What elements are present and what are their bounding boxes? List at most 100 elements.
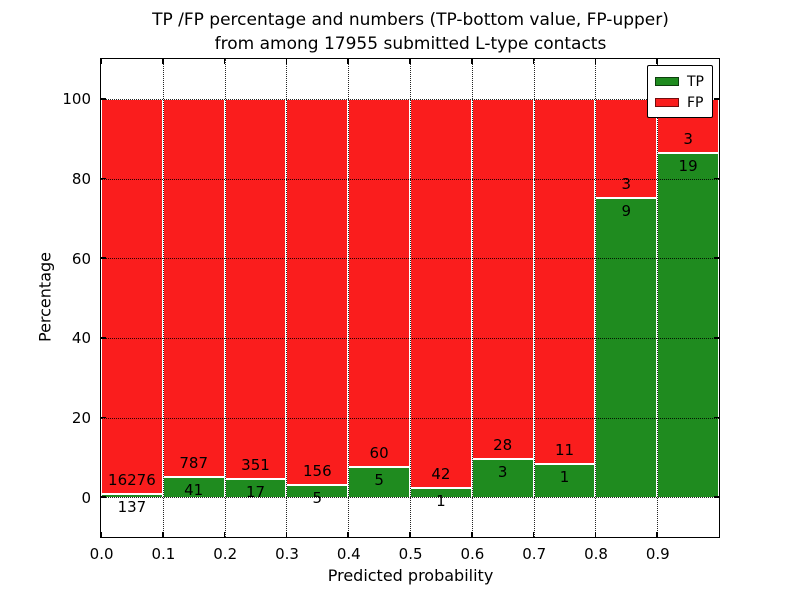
x-tick-label: 0.8 [584,545,608,564]
fp-bar-segment [101,98,163,494]
fp-bar-segment [286,98,349,485]
chart-title: TP /FP percentage and numbers (TP-bottom… [100,8,721,56]
tp-count-label: 5 [374,470,384,489]
y-tick-left [101,177,106,180]
fp-bar-segment [471,98,534,459]
tp-count-label: 9 [621,202,632,221]
x-tick-bottom [409,532,411,537]
tp-color-swatch [655,77,679,86]
tp-bar-segment [533,463,596,498]
y-tick-label: 80 [71,170,91,189]
x-tick-top [471,59,473,64]
y-tick-left [101,496,106,498]
y-tick-right [714,257,719,259]
tp-count-label: 19 [678,157,698,176]
tp-count-label: 17 [245,482,266,501]
x-tick-bottom [471,532,473,537]
x-tick-bottom [100,532,102,537]
x-gridline [595,59,597,537]
x-axis-label: Predicted probability [327,566,494,585]
x-tick-top [532,59,535,64]
y-tick-right [714,98,719,100]
fp-bar-segment [595,98,658,199]
tp-count-label: 1 [436,491,446,510]
x-tick-top [347,59,349,64]
x-gridline [471,59,473,537]
x-gridline [286,59,288,537]
fp-count-label: 60 [369,443,389,462]
fp-bar-segment [533,98,596,464]
y-tick-label: 60 [71,249,91,268]
legend-entry-tp: TP [655,71,705,92]
x-gridline [224,59,226,537]
y-tick-label: 0 [81,488,91,507]
x-tick-top [223,59,226,64]
x-gridline [162,59,164,537]
x-tick-top [656,59,658,64]
fp-bar-segment [162,98,225,478]
fp-bar-segment [224,98,287,479]
tp-count-label: 137 [117,497,147,516]
legend-entry-fp: FP [655,92,705,113]
legend: TP FP [647,65,713,118]
fp-count-label: 156 [302,461,332,480]
x-tick-bottom [594,532,597,537]
x-tick-bottom [162,532,164,537]
y-tick-label: 100 [62,90,91,109]
x-tick-bottom [285,532,288,537]
fp-count-label: 42 [431,464,451,483]
tp-bar-segment [595,198,658,498]
fp-bar-segment [410,98,472,488]
chart-title-line1: TP /FP percentage and numbers (TP-bottom… [152,10,669,30]
x-gridline [533,59,535,537]
tp-bar-segment [471,458,534,498]
x-tick-label: 0.9 [645,545,670,564]
x-gridline [657,59,659,537]
y-tick-label: 20 [71,409,91,428]
x-tick-label: 0.1 [151,545,176,564]
plot-area: 16276 137 787 41 351 17 156 5 60 5 42 1 28 3 11 1 3 9 3 19 … [100,58,720,538]
y-tick-right [714,337,719,339]
x-gridline [410,59,411,537]
tp-count-label: 5 [312,488,323,507]
fp-count-label: 11 [554,440,575,459]
x-tick-top [162,59,164,64]
y-tick-left [101,257,106,259]
y-tick-left [101,416,106,419]
tp-bar-segment [101,493,163,498]
x-tick-top [100,59,102,64]
x-tick-top [409,59,411,64]
fp-count-label: 351 [241,455,270,474]
x-tick-label: 0.6 [460,545,485,564]
x-tick-label: 0.4 [336,545,361,564]
x-gridline [348,59,350,537]
x-tick-label: 0.7 [522,545,547,564]
y-tick-left [101,337,106,339]
tp-count-label: 41 [184,481,204,500]
fp-count-label: 3 [683,130,693,149]
x-tick-label: 0.3 [275,545,299,564]
x-tick-label: 0.5 [398,545,423,564]
y-tick-right [714,177,719,180]
x-tick-top [594,59,597,64]
fp-bar-segment [348,98,410,467]
y-tick-right [714,416,719,419]
y-tick-label: 40 [71,329,91,348]
y-tick-right [714,496,719,498]
tp-bar-segment [657,153,719,498]
x-tick-top [285,59,288,64]
tp-count-label: 1 [559,467,570,486]
tp-count-label: 3 [497,462,508,481]
x-tick-bottom [347,532,349,537]
fp-color-swatch [655,98,679,107]
x-tick-label: 0.0 [89,545,114,564]
y-tick-left [101,98,106,100]
fp-count-label: 3 [621,175,632,194]
x-tick-bottom [223,532,226,537]
legend-label-fp: FP [687,94,704,111]
legend-label-tp: TP [687,73,704,90]
fp-count-label: 16276 [108,470,156,489]
fp-count-label: 787 [179,454,209,473]
x-tick-bottom [532,532,535,537]
